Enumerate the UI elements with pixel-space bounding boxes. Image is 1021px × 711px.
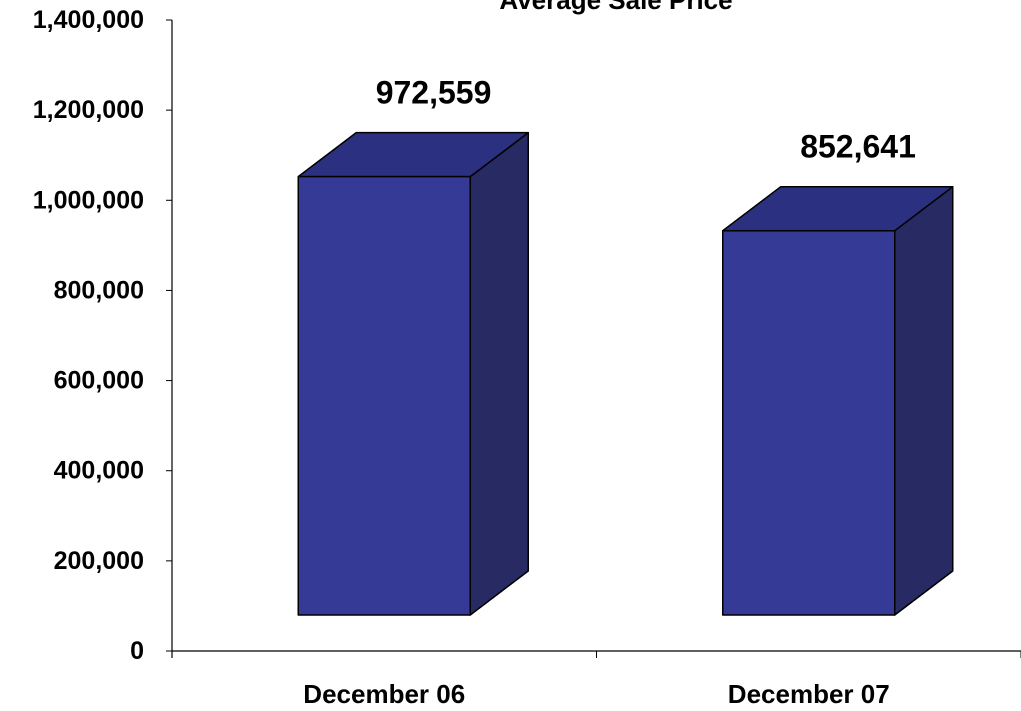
x-tick-label: December 06: [303, 679, 465, 709]
data-labels: 972,559 852,641: [376, 75, 916, 165]
bar-front-face: [722, 229, 896, 616]
data-label: 852,641: [800, 129, 916, 165]
y-tick-label: 0: [130, 637, 144, 665]
y-tick-label: 600,000: [54, 367, 144, 395]
axes: [171, 20, 1021, 658]
x-tick-label: December 07: [728, 679, 890, 709]
bars: [297, 131, 954, 616]
y-tick-label: 1,200,000: [33, 96, 144, 124]
y-tick-label: 200,000: [54, 547, 144, 575]
y-tick-label: 1,400,000: [33, 6, 144, 34]
y-axis-ticks: 0 200,000 400,000 600,000 800,000 1,000,000 1,…: [33, 6, 172, 665]
x-axis-ticks: December 06 December 07: [303, 651, 1021, 709]
bar: [722, 185, 954, 616]
y-tick-label: 1,000,000: [33, 186, 144, 214]
bar-front-face: [297, 175, 471, 616]
y-tick-label: 800,000: [54, 276, 144, 304]
data-label: 972,559: [376, 75, 492, 111]
bar-side-face: [469, 131, 529, 616]
bar: [297, 131, 529, 616]
chart-title: Average Sale Price: [499, 0, 732, 15]
bar-side-face: [894, 185, 954, 616]
y-tick-label: 400,000: [54, 457, 144, 485]
